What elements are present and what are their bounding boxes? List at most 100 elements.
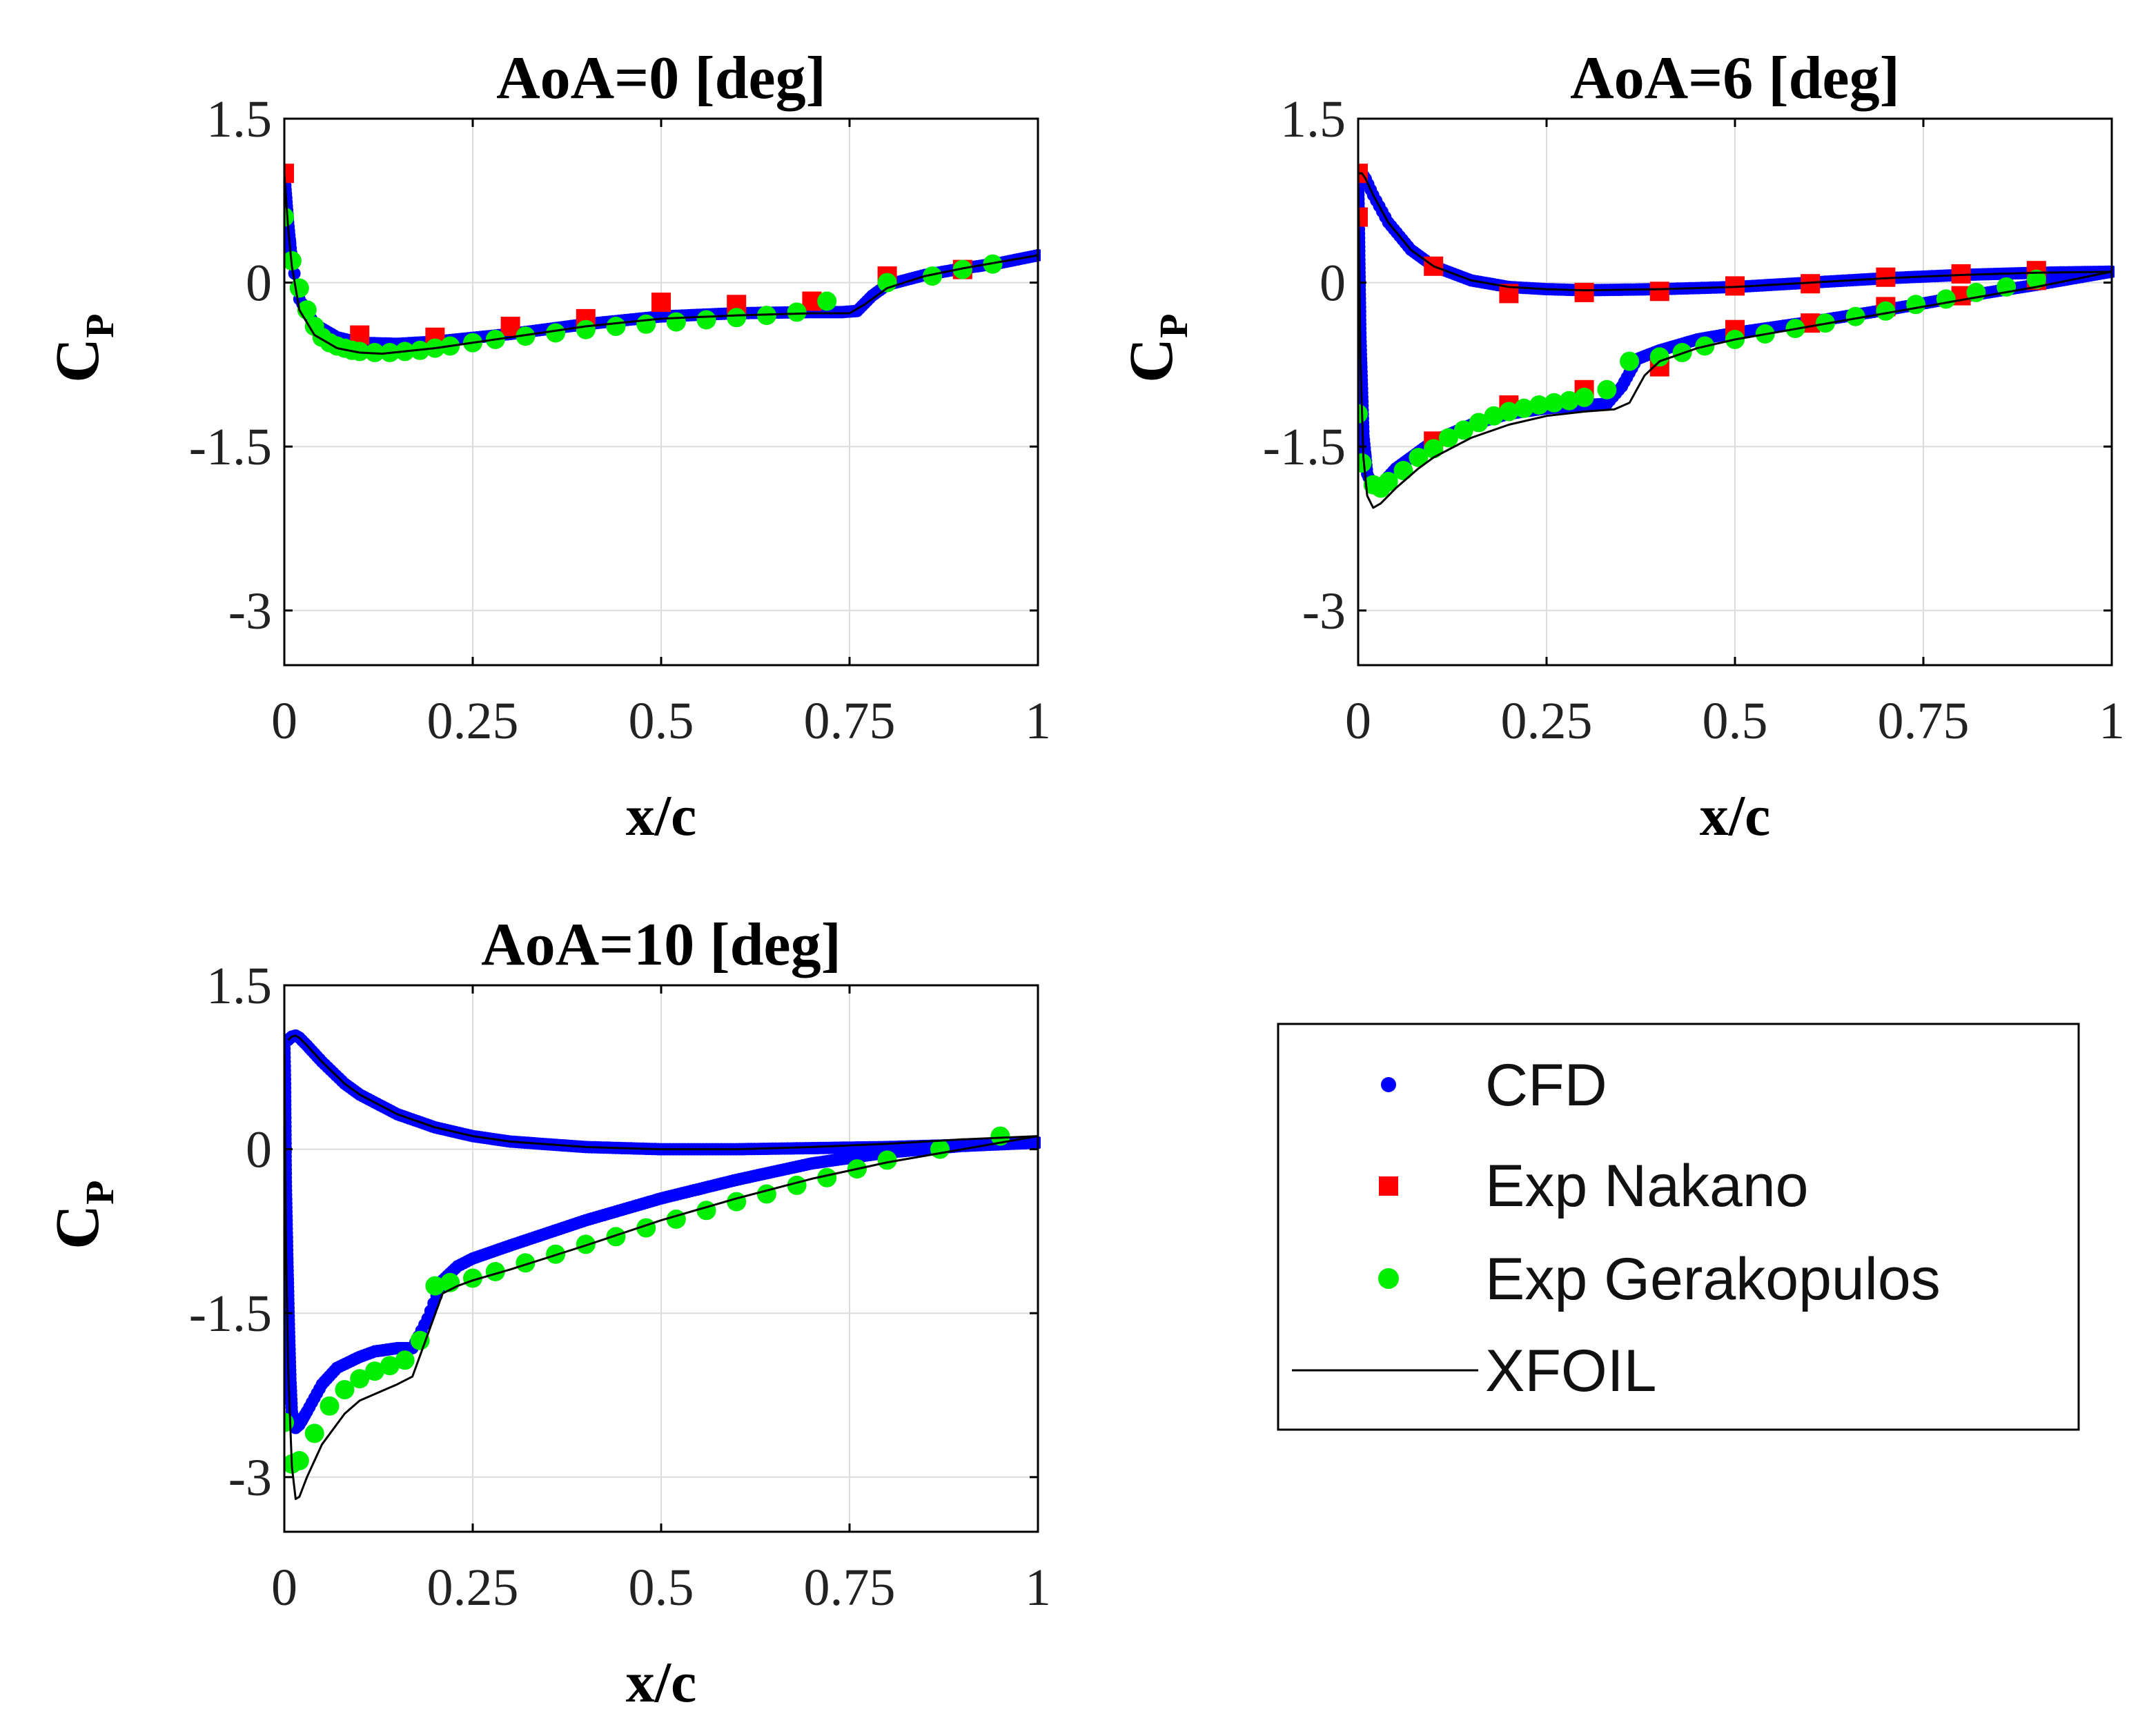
exp-gerakopulos-point — [666, 1210, 686, 1229]
exp-gerakopulos-point — [395, 1350, 415, 1370]
y-tick-label: 1.5 — [206, 90, 272, 148]
exp-gerakopulos-point — [350, 342, 370, 362]
series-xfoil — [284, 173, 1039, 355]
exp-gerakopulos-point — [335, 1380, 355, 1400]
exp-gerakopulos-point — [787, 302, 807, 322]
legend-box — [1277, 1023, 2080, 1431]
exp-gerakopulos-point — [485, 1262, 505, 1281]
series-exp-gerakopulos — [1358, 269, 2046, 498]
x-tick-label: 1 — [2099, 692, 2125, 750]
x-tick-label: 0.25 — [427, 692, 519, 750]
y-tick-label: 1.5 — [1280, 90, 1346, 148]
legend-marker-exp-nakano — [1379, 1176, 1398, 1196]
x-axis-label: x/c — [626, 1650, 697, 1715]
y-tick-label: -3 — [1302, 582, 1346, 640]
series-group — [1358, 164, 2115, 509]
series-group — [284, 164, 1041, 362]
xfoil-line — [284, 173, 1039, 355]
legend-marker-exp-gerakopulos — [1378, 1268, 1399, 1289]
xfoil-line — [1358, 173, 2112, 509]
exp-gerakopulos-point — [1409, 448, 1429, 467]
exp-gerakopulos-point — [576, 319, 596, 339]
exp-gerakopulos-point — [516, 326, 536, 346]
exp-gerakopulos-point — [546, 323, 566, 343]
exp-gerakopulos-point — [666, 312, 686, 332]
exp-gerakopulos-point — [1439, 428, 1458, 448]
exp-gerakopulos-point — [877, 273, 897, 293]
exp-gerakopulos-point — [606, 317, 626, 336]
panel-title: AoA=0 [deg] — [496, 45, 826, 112]
exp-gerakopulos-point — [1845, 306, 1865, 326]
x-tick-label: 1 — [1025, 692, 1051, 750]
xfoil-line — [287, 1034, 1039, 1151]
exp-gerakopulos-point — [1514, 398, 1534, 418]
exp-gerakopulos-point — [1544, 393, 1564, 413]
exp-gerakopulos-point — [1620, 351, 1640, 371]
legend-item-xfoil: XFOIL — [1292, 1338, 1657, 1404]
legend-item-cfd: CFD — [1381, 1052, 1607, 1118]
y-tick-label: 0 — [246, 1121, 272, 1179]
x-tick-label: 0.5 — [1703, 692, 1768, 750]
exp-gerakopulos-point — [1499, 402, 1519, 422]
exp-gerakopulos-point — [1597, 379, 1617, 400]
exp-gerakopulos-point — [516, 1253, 536, 1273]
legend-marker-cfd — [1381, 1077, 1396, 1092]
exp-gerakopulos-point — [756, 1184, 776, 1204]
exp-gerakopulos-point — [1378, 471, 1398, 491]
series-xfoil — [284, 1034, 1039, 1500]
legend-label-cfd: CFD — [1485, 1052, 1607, 1118]
legend-label-exp-nakano: Exp Nakano — [1485, 1153, 1809, 1219]
exp-gerakopulos-point — [1424, 439, 1444, 459]
legend-item-exp-nakano: Exp Nakano — [1379, 1153, 1809, 1219]
y-tick-label: -1.5 — [189, 418, 272, 476]
exp-gerakopulos-point — [727, 1192, 747, 1212]
series-xfoil — [1358, 172, 2112, 509]
exp-nakano-point — [1574, 282, 1594, 302]
y-tick-label: -1.5 — [189, 1285, 272, 1343]
y-axis-label-main: C — [43, 1205, 112, 1250]
legend-label-exp-gerakopulos: Exp Gerakopulos — [1485, 1246, 1941, 1312]
exp-nakano-point — [284, 164, 294, 184]
exp-nakano-point — [1358, 207, 1368, 227]
x-axis-label: x/c — [1700, 784, 1771, 848]
exp-gerakopulos-point — [1529, 395, 1549, 415]
panel-title: AoA=10 [deg] — [481, 911, 841, 978]
xfoil-line — [284, 1040, 1039, 1500]
y-tick-label: -3 — [228, 582, 272, 640]
panel-title: AoA=6 [deg] — [1570, 45, 1900, 112]
x-tick-label: 0.75 — [804, 692, 896, 750]
y-axis-label: CP — [1117, 313, 1196, 382]
exp-gerakopulos-point — [606, 1227, 626, 1247]
y-tick-label: -1.5 — [1263, 418, 1346, 476]
exp-gerakopulos-point — [2026, 269, 2046, 289]
exp-gerakopulos-point — [1574, 387, 1594, 407]
exp-gerakopulos-point — [1906, 295, 1926, 315]
x-tick-label: 0.75 — [1878, 692, 1970, 750]
y-tick-label: 0 — [1320, 255, 1346, 313]
exp-gerakopulos-point — [636, 314, 656, 334]
x-tick-label: 0 — [271, 692, 297, 750]
x-tick-label: 0.5 — [629, 692, 694, 750]
panel-1: 0 0.25 0.5 0.75 1 1.5 0 -1.5 -3 AoA=0 [deg] x/c CP — [43, 45, 1051, 848]
exp-gerakopulos-point — [1453, 420, 1473, 440]
exp-nakano-point — [1649, 282, 1669, 302]
exp-gerakopulos-point — [284, 1412, 294, 1432]
exp-gerakopulos-point — [380, 1356, 400, 1376]
legend-item-exp-gerakopulos: Exp Gerakopulos — [1378, 1246, 1941, 1312]
exp-gerakopulos-point — [289, 1451, 309, 1470]
y-axis-label-subscript: P — [77, 313, 122, 337]
exp-gerakopulos-point — [1484, 406, 1504, 426]
exp-gerakopulos-point — [365, 1361, 384, 1381]
exp-gerakopulos-point — [576, 1234, 596, 1254]
legend: CFD Exp Nakano Exp Gerakopulos XFOIL — [1277, 1023, 2080, 1431]
exp-gerakopulos-point — [696, 1201, 716, 1221]
y-axis-label-subscript: P — [77, 1180, 122, 1204]
exp-gerakopulos-point — [410, 1330, 430, 1350]
exp-gerakopulos-point — [817, 1167, 837, 1187]
x-tick-label: 0.75 — [804, 1559, 896, 1617]
exp-gerakopulos-point — [727, 308, 747, 328]
y-tick-label: 1.5 — [206, 957, 272, 1015]
series-group — [284, 1029, 1041, 1500]
y-tick-label: -3 — [228, 1449, 272, 1507]
